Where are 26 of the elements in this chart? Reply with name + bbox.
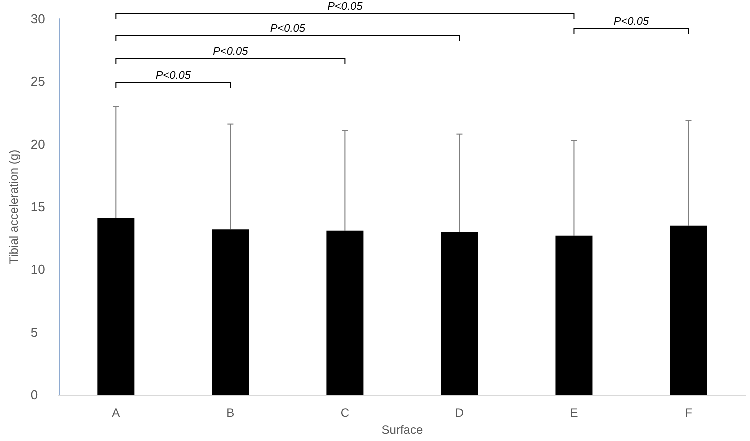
x-tick-label: F bbox=[685, 406, 692, 420]
bar bbox=[556, 236, 593, 396]
bar bbox=[212, 230, 250, 396]
x-tick-label: A bbox=[112, 406, 120, 420]
x-axis-title: Surface bbox=[382, 423, 424, 437]
y-tick-label: 20 bbox=[30, 136, 46, 152]
x-tick-label: C bbox=[340, 406, 350, 420]
x-tick-label: B bbox=[226, 406, 235, 420]
bar bbox=[326, 230, 364, 396]
x-tick-label: E bbox=[570, 406, 578, 420]
text: P<0.05 bbox=[328, 1, 364, 13]
y-tick-label: 0 bbox=[30, 388, 38, 403]
y-tick-label: 5 bbox=[30, 324, 38, 340]
y-tick-label: 15 bbox=[30, 200, 46, 215]
bar bbox=[441, 232, 478, 396]
y-tick-label: 30 bbox=[30, 12, 46, 26]
y-tick-label: 10 bbox=[30, 262, 46, 278]
annotation: P<0.05 bbox=[614, 16, 650, 28]
x-tick-label: D bbox=[455, 406, 464, 420]
annotation: P<0.05 bbox=[270, 23, 306, 35]
y-axis-title: Tibial acceleration (g) bbox=[7, 150, 21, 264]
bar bbox=[98, 218, 135, 396]
annotation: P<0.05 bbox=[156, 70, 192, 82]
bar bbox=[670, 226, 708, 396]
annotation: P<0.05 bbox=[213, 46, 250, 58]
y-tick-label: 25 bbox=[30, 74, 46, 90]
